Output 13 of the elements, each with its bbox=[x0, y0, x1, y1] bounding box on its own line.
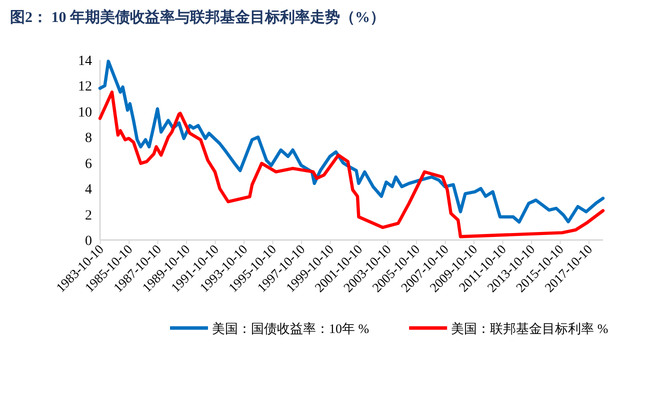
y-tick-label: 2 bbox=[85, 208, 92, 224]
chart-title: 图2： 10 年期美债收益率与联邦基金目标利率走势（%） bbox=[10, 8, 385, 26]
legend-label: 美国：联邦基金目标利率 % bbox=[451, 321, 608, 336]
y-tick-label: 8 bbox=[85, 131, 92, 146]
y-tick-label: 14 bbox=[78, 54, 92, 69]
legend-label: 美国：国债收益率：10年 % bbox=[212, 321, 370, 336]
y-tick-label: 6 bbox=[85, 156, 92, 172]
line-series bbox=[98, 90, 605, 238]
line-series bbox=[98, 60, 605, 224]
y-tick-label: 10 bbox=[78, 105, 92, 120]
y-tick-label: 4 bbox=[85, 182, 92, 198]
y-tick-label: 0 bbox=[85, 234, 92, 249]
y-tick-label: 12 bbox=[78, 80, 92, 95]
